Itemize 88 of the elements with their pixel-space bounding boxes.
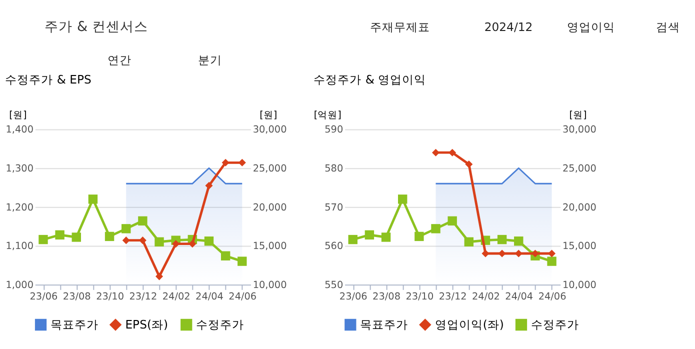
y2-tick-label: 15,000	[252, 241, 287, 252]
point	[497, 234, 507, 244]
point	[398, 194, 408, 204]
point	[222, 158, 230, 166]
x-tick-label: 23/12	[129, 292, 158, 303]
y2-axis-title: [원]	[569, 110, 587, 122]
x-tick-label: 23/06	[339, 292, 368, 303]
y2-tick-label: 30,000	[562, 124, 596, 136]
point	[431, 224, 440, 234]
point	[154, 237, 164, 246]
y-tick-label: 550	[324, 280, 344, 291]
x-tick-label: 23/08	[372, 292, 400, 303]
x-tick-label: 23/08	[62, 292, 91, 303]
x-tick-label: 24/06	[538, 292, 566, 303]
point	[482, 250, 490, 258]
legend-label: 수정주가	[530, 318, 579, 332]
point	[138, 216, 148, 226]
y-tick-label: 1,000	[6, 280, 34, 291]
x-tick-label: 23/12	[438, 292, 467, 303]
point	[188, 240, 196, 248]
point	[204, 236, 214, 246]
point	[122, 236, 130, 244]
y-axis-title: [원]	[9, 110, 27, 122]
y-tick-label: 1,300	[6, 164, 34, 174]
point	[72, 232, 81, 242]
y-tick-label: 1,200	[6, 202, 34, 214]
text: 주재무제표	[370, 20, 430, 34]
y2-tick-label: 25,000	[562, 164, 596, 174]
point	[465, 160, 473, 168]
y-axis-title: [억원]	[314, 110, 342, 122]
y2-tick-label: 25,000	[252, 164, 287, 174]
point	[448, 148, 456, 156]
point	[548, 250, 556, 258]
point	[220, 251, 230, 260]
point	[104, 232, 114, 242]
y2-tick-label: 30,000	[252, 124, 287, 136]
point	[205, 182, 213, 190]
x-tick-label: 23/10	[406, 292, 434, 303]
legend-label: 목표주가	[50, 318, 98, 332]
point	[348, 234, 358, 244]
y2-tick-label: 10,000	[562, 280, 596, 291]
text: 주가 & 컨센서스	[44, 19, 148, 36]
point	[55, 230, 64, 240]
x-tick-label: 24/04	[505, 292, 534, 303]
text: 검색	[656, 20, 680, 34]
text: 분기	[198, 53, 222, 68]
y-tick-label: 1,100	[6, 241, 34, 252]
text: 영업이익	[566, 20, 615, 34]
point	[414, 232, 424, 242]
chart-title: 수정주가 & EPS	[5, 72, 92, 87]
point	[514, 236, 524, 246]
legend-label: EPS(좌)	[125, 318, 168, 332]
point	[138, 236, 146, 244]
text: 연간	[108, 53, 132, 68]
y2-tick-label: 20,000	[562, 202, 596, 214]
text: 2024/12	[484, 20, 533, 34]
point	[88, 194, 98, 204]
chart-title: 수정주가 & 영업이익	[314, 72, 426, 87]
point	[122, 224, 131, 234]
y-tick-label: 570	[324, 202, 344, 214]
y2-tick-label: 15,000	[562, 241, 596, 252]
point	[156, 272, 164, 280]
x-tick-label: 24/02	[472, 292, 500, 303]
legend-label: 영업이익(좌)	[434, 318, 504, 332]
y-tick-label: 590	[324, 124, 344, 136]
point	[464, 237, 474, 246]
point	[498, 250, 506, 258]
x-tick-label: 24/02	[162, 292, 190, 303]
point	[238, 158, 246, 166]
x-tick-label: 23/10	[96, 292, 124, 303]
point	[547, 256, 556, 266]
y-tick-label: 1,400	[6, 124, 34, 136]
x-tick-label: 23/06	[30, 292, 58, 303]
x-tick-label: 24/06	[228, 292, 257, 303]
legend-label: 목표주가	[360, 318, 408, 332]
x-tick-label: 24/04	[196, 292, 224, 303]
point	[448, 216, 457, 226]
point	[514, 250, 522, 258]
point	[38, 234, 48, 244]
point	[381, 232, 391, 242]
y2-axis-title: [원]	[260, 110, 278, 122]
point	[364, 230, 374, 240]
legend-label: 수정주가	[196, 318, 244, 332]
y-tick-label: 560	[324, 241, 344, 252]
y2-tick-label: 20,000	[252, 202, 287, 214]
y2-tick-label: 10,000	[252, 280, 287, 291]
y-tick-label: 580	[324, 164, 344, 174]
point	[238, 256, 247, 266]
